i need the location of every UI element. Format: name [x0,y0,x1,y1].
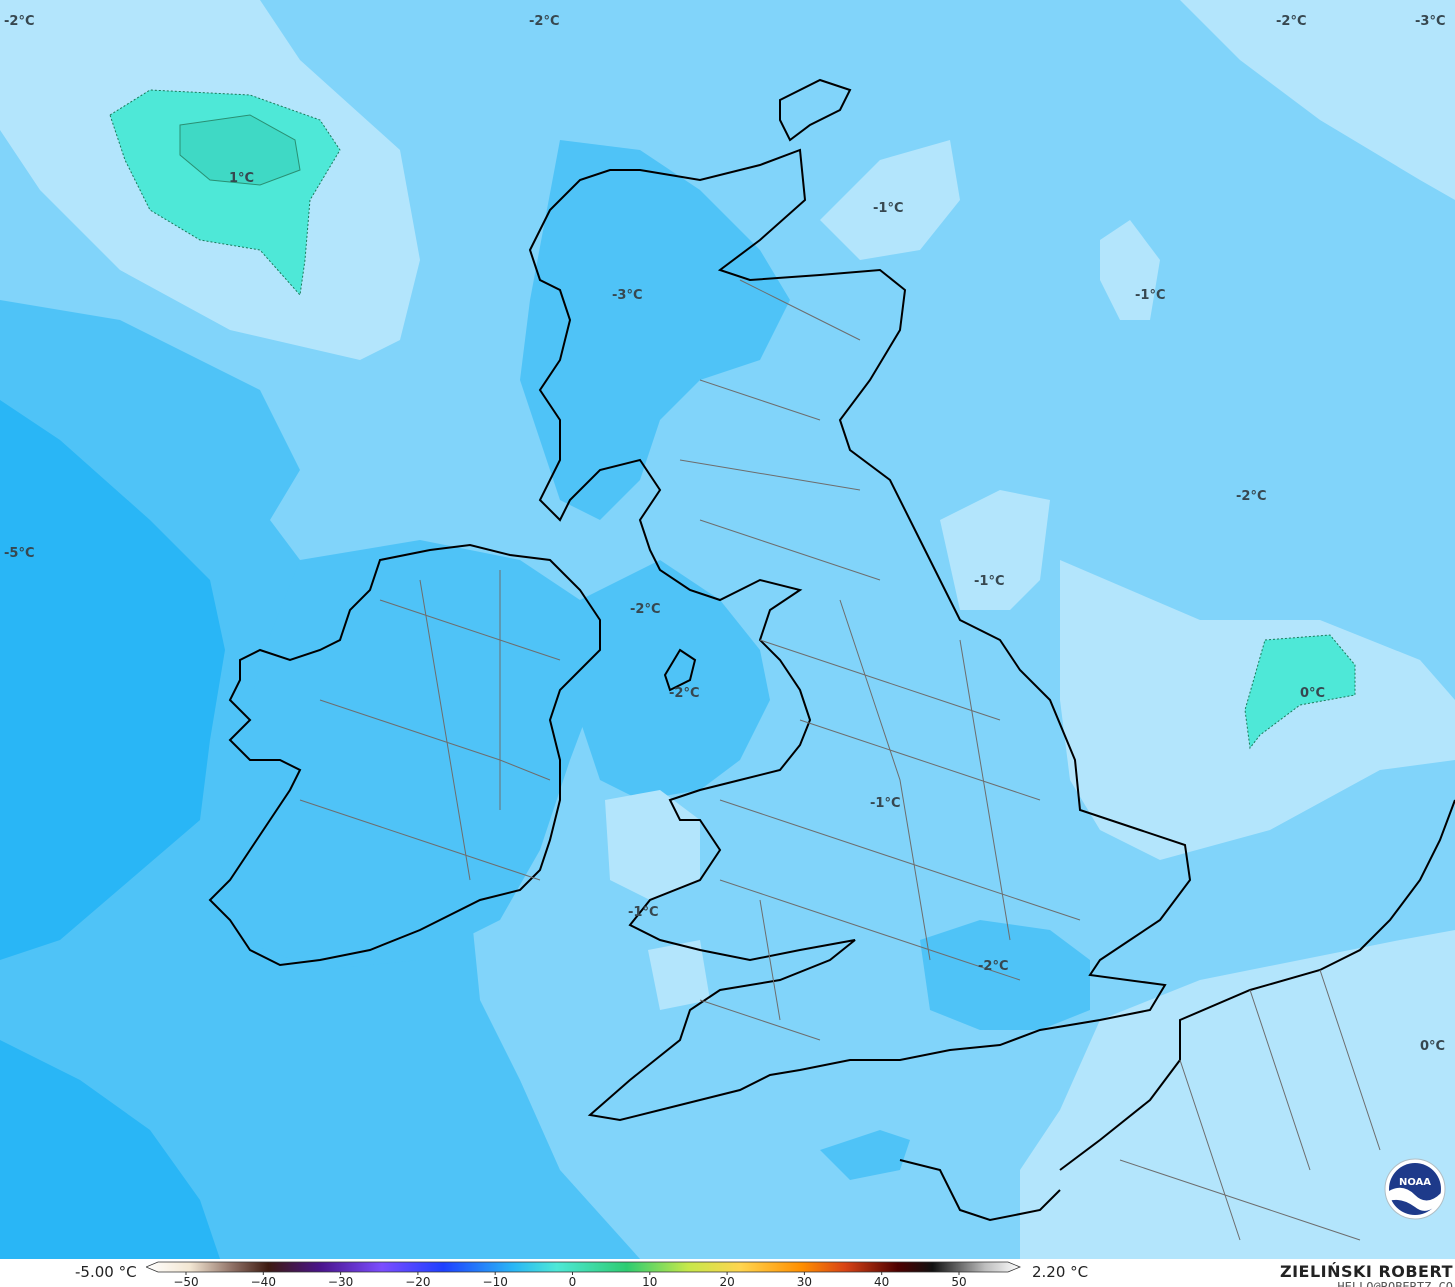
colorbar-tick-label: 0 [569,1275,577,1287]
temperature-map: -2°C -2°C -2°C -3°C 1°C -1°C -3°C -1°C -… [0,0,1455,1259]
mild-zone-east [940,490,1050,610]
colorbar-tick-label: −20 [405,1275,430,1287]
warm-zone-north-sea [1244,634,1356,750]
coast-continent [1059,799,1455,1171]
temp-label-north-sea-3: -2°C [1236,489,1266,504]
cool-zone-irish-sea [580,560,770,800]
coastlines [208,78,1455,1222]
colorbar-tick-label: 20 [719,1275,734,1287]
mild-zone-north-sea [820,140,960,260]
border-lines-continent [1119,969,1381,1241]
colorbar: −50 −40 −30 −20 −10 0 10 20 30 40 50 [146,1261,1021,1287]
temp-label-north-center: -2°C [529,14,559,29]
colorbar-tick-label: 30 [797,1275,812,1287]
mild-zone-bristol [648,940,710,1010]
admin-borders [299,279,1381,1241]
colorbar-tick-label: −30 [328,1275,353,1287]
mild-zone-north-sea-2 [1100,220,1160,320]
temp-label-atlantic-west: -5°C [4,546,34,561]
colorbar-ticks: −50 −40 −30 −20 −10 0 10 20 30 40 50 [173,1272,967,1287]
temp-label-north-sea-1: -1°C [873,201,903,216]
noaa-logo: NOAA [1384,1158,1446,1220]
temp-label-benelux: 0°C [1420,1039,1445,1054]
mild-zone-continent [1020,930,1455,1259]
temp-label-midlands: -1°C [870,796,900,811]
temperature-labels: -2°C -2°C -2°C -3°C 1°C -1°C -3°C -1°C -… [4,14,1445,1054]
colorbar-tick-label: 40 [874,1275,889,1287]
colorbar-tick-label: 10 [642,1275,657,1287]
coast-isle-of-man [663,648,697,692]
mild-zone-cardigan [605,790,700,900]
temp-label-london: -2°C [978,959,1008,974]
mild-zone-north-east [1020,0,1455,200]
colorbar-min-label: -5.00 °C [75,1263,137,1281]
temp-label-north-sea-warm: 0°C [1300,686,1325,701]
temp-label-north-sea-4: -1°C [974,574,1004,589]
temp-label-pembroke: -1°C [628,905,658,920]
temp-label-atlantic-warm: 1°C [229,171,254,186]
border-lines-gb [679,279,1081,1041]
temp-label-highlands: -3°C [612,288,642,303]
cool-zone-scotland [520,140,790,520]
border-lines-ireland [299,570,561,881]
cool-zone-channel [820,1130,910,1180]
coast-great-britain [528,148,1192,1122]
temp-label-ne-1: -2°C [1276,14,1306,29]
cold-zone-southwest [0,1040,220,1259]
colorbar-max-label: 2.20 °C [1032,1263,1089,1281]
cool-zone-ireland [220,540,600,970]
temp-label-north-sea-2: -1°C [1135,288,1165,303]
warm-zone-atlantic-inner [179,114,301,186]
colorbar-tick-label: 50 [951,1275,966,1287]
temp-label-irish-sea-s: -2°C [669,686,699,701]
colorbar-tick-label: −50 [173,1275,198,1287]
colorbar-tick-label: −40 [251,1275,276,1287]
colorbar-tick-label: −10 [483,1275,508,1287]
author-credit: ZIELIŃSKI ROBERT [1279,1262,1453,1281]
colorbar-gradient [146,1261,1021,1273]
temp-label-ne-corner: -3°C [1415,14,1445,29]
coast-ireland [208,543,601,967]
coldest-zone-west [0,400,225,960]
coast-orkney [779,78,852,142]
temp-label-nw-corner: -2°C [4,14,34,29]
temp-label-irish-sea-n: -2°C [630,602,660,617]
author-email: HELLO@ROBERTZ.CO [1337,1281,1453,1287]
noaa-logo-text: NOAA [1399,1177,1431,1188]
coast-france [899,1159,1061,1222]
